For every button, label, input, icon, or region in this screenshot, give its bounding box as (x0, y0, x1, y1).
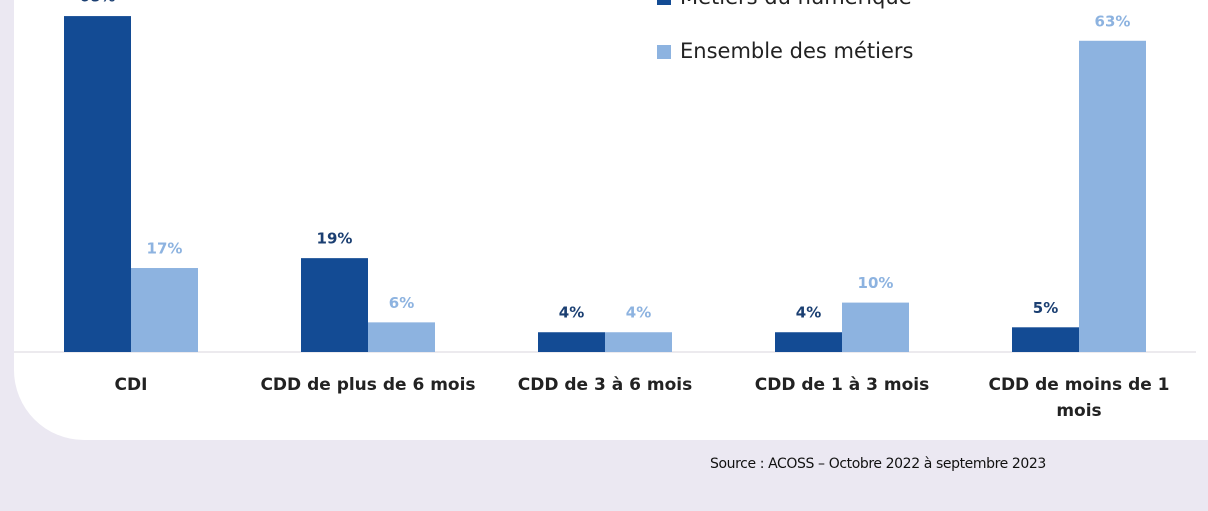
legend-swatch (657, 45, 671, 59)
x-tick-label: CDD de plus de 6 mois (260, 375, 476, 395)
bar (64, 16, 131, 353)
value-label: 19% (317, 230, 353, 248)
value-label: 68% (80, 0, 116, 6)
x-tick-label: CDD de moins de 1 mois (988, 375, 1170, 421)
source: Source : ACOSS – Octobre 2022 à septembr… (710, 456, 1046, 472)
bar (1079, 40, 1146, 352)
legend-swatch (657, 0, 671, 5)
bar (842, 302, 909, 352)
value-label: 4% (796, 304, 821, 322)
bar (368, 322, 435, 352)
chart-panel (14, 0, 1208, 440)
x-tick-label: CDD de 1 à 3 mois (754, 375, 930, 395)
bar (1012, 327, 1079, 352)
value-label: 4% (559, 304, 584, 322)
value-label: 4% (626, 304, 651, 322)
bar (301, 258, 368, 352)
bar (775, 332, 842, 352)
x-tick-label: CDD de 3 à 6 mois (517, 375, 693, 395)
value-label: 17% (147, 240, 183, 258)
x-tick-label: CDI (114, 375, 148, 395)
bar (131, 268, 198, 352)
bar (605, 332, 672, 352)
legend-label: Métiers du numérique (680, 0, 912, 9)
value-label: 6% (389, 294, 414, 312)
value-label: 63% (1095, 12, 1131, 30)
value-label: 5% (1033, 299, 1058, 317)
legend-label: Ensemble des métiers (680, 39, 913, 63)
bar (538, 332, 605, 352)
value-label: 10% (858, 274, 894, 292)
